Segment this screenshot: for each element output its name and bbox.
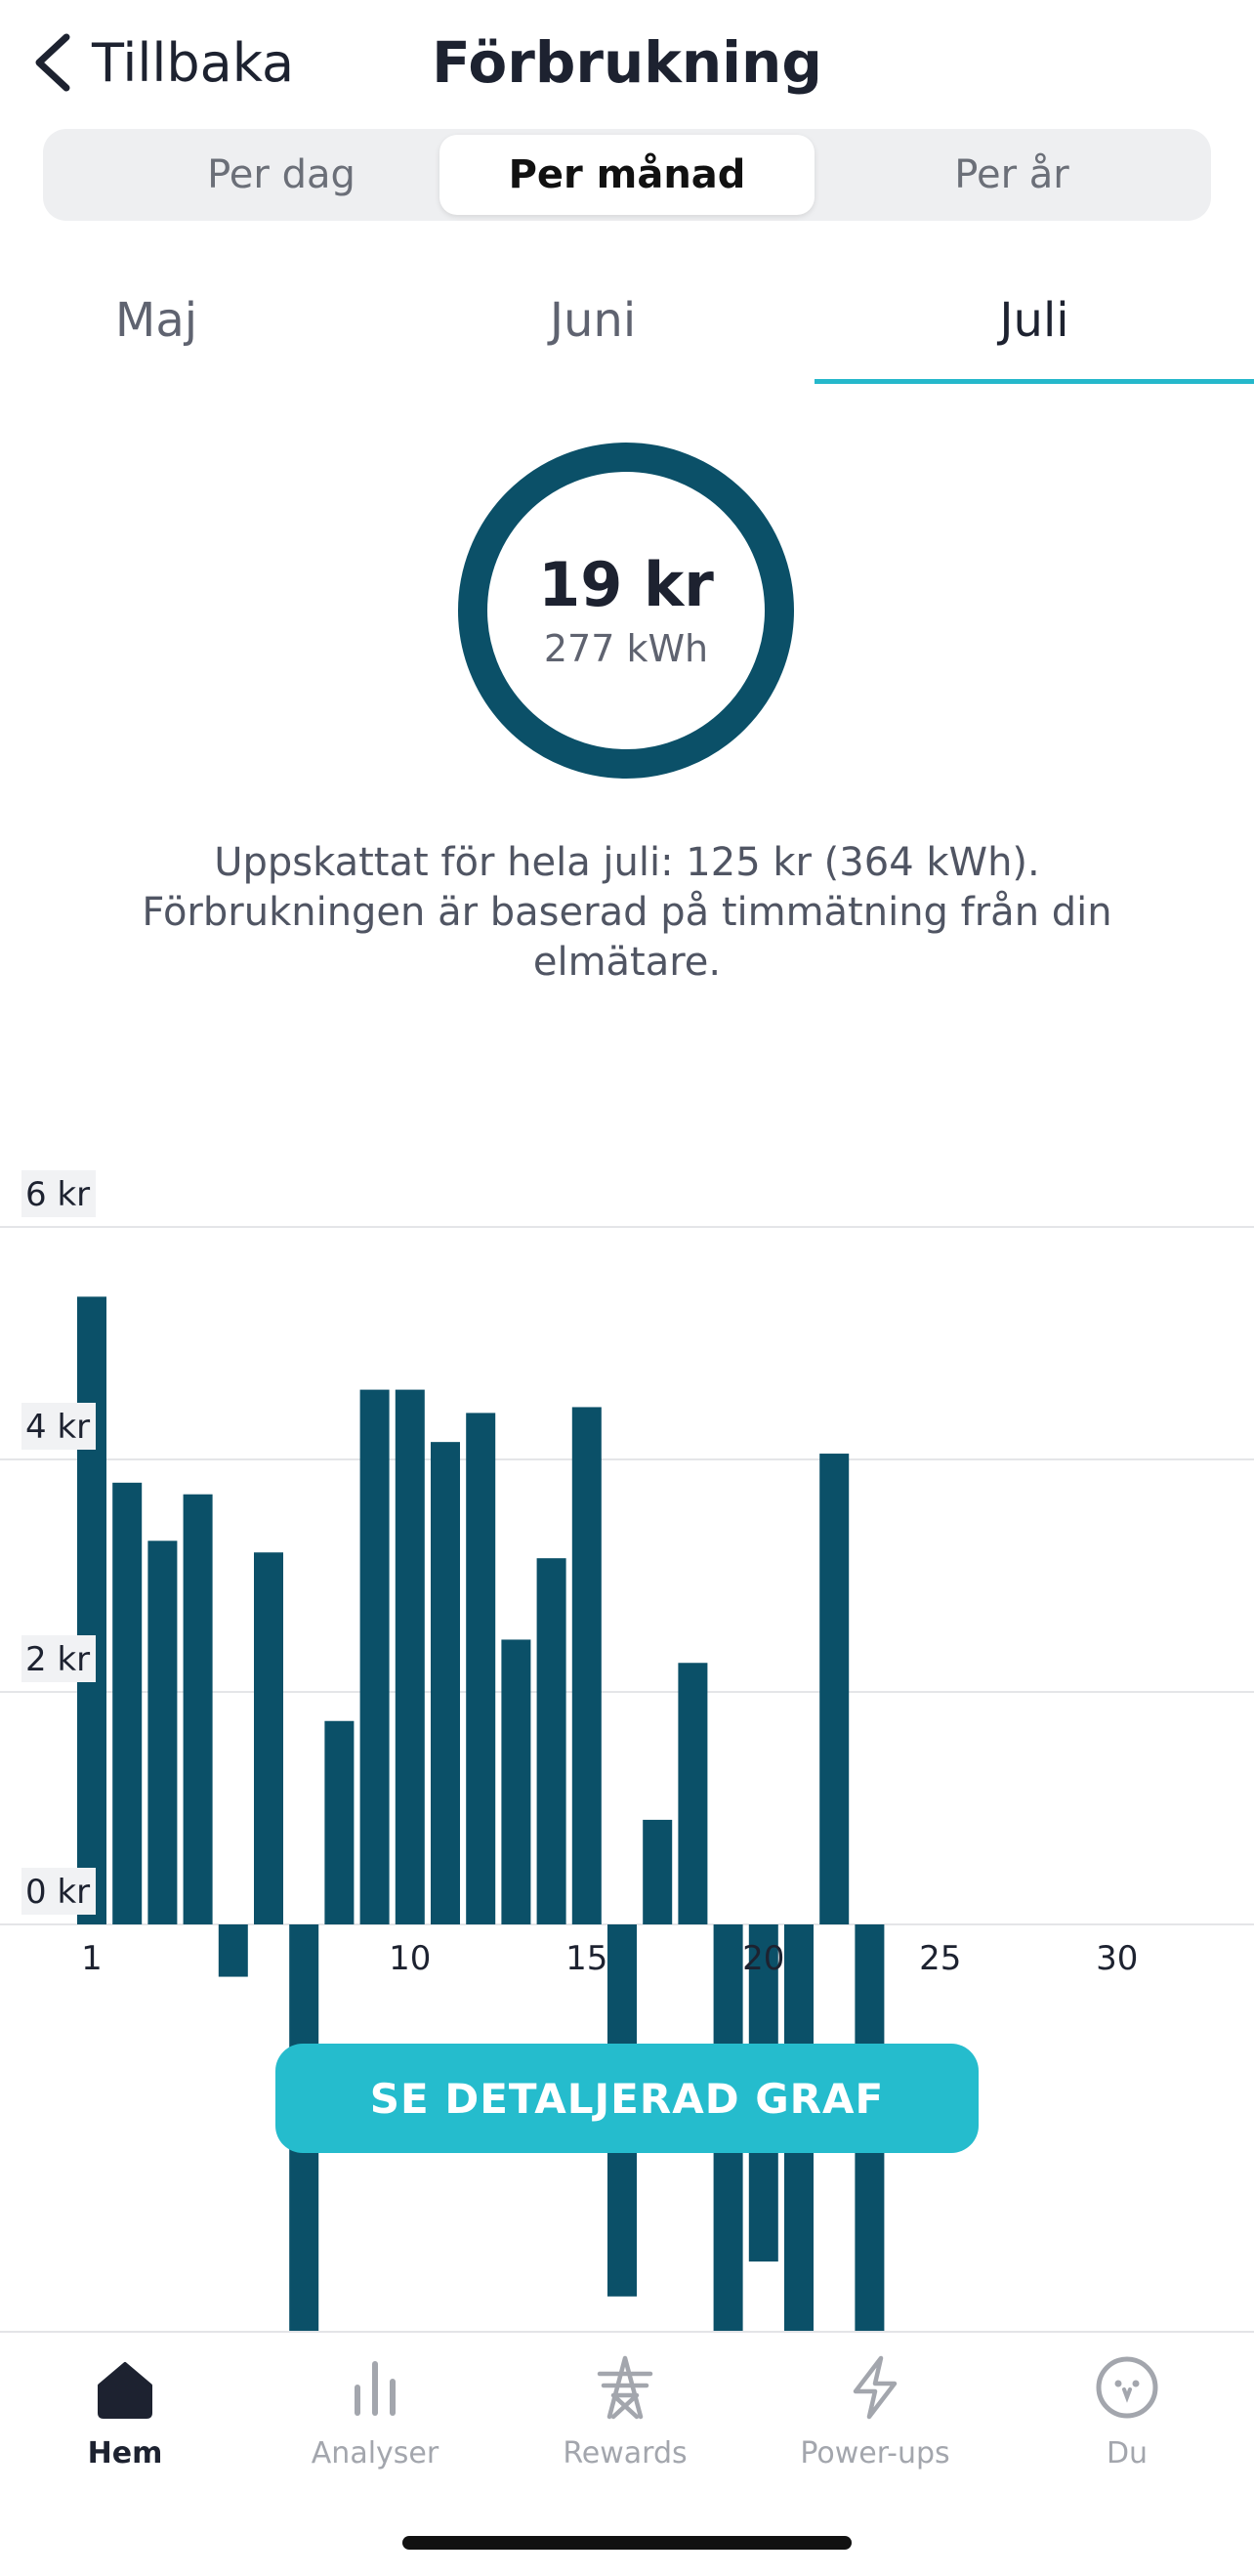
home-indicator bbox=[402, 2536, 852, 2550]
bar-chart-icon bbox=[355, 2361, 396, 2416]
bar-day-5[interactable] bbox=[218, 1924, 248, 1977]
segment-per-ar[interactable]: Per år bbox=[954, 152, 1069, 197]
y-tick-label: 2 kr bbox=[25, 1640, 90, 1679]
summary-ring: 19 kr 277 kWh bbox=[457, 442, 795, 780]
lightning-icon bbox=[853, 2355, 898, 2420]
bar-day-18[interactable] bbox=[678, 1663, 708, 1924]
total-amount: 19 kr bbox=[538, 549, 714, 620]
consumption-chart: 0 kr 2 kr 4 kr 6 kr 1 10 15 20 25 30 bbox=[0, 1153, 1254, 2335]
y-tick-label: 6 kr bbox=[25, 1175, 90, 1214]
bar-day-10[interactable] bbox=[395, 1389, 425, 1924]
bar-day-22[interactable] bbox=[819, 1454, 850, 1924]
chart-svg: 0 kr 2 kr 4 kr 6 kr 1 10 15 20 25 30 bbox=[0, 1170, 1254, 2332]
bar-day-8[interactable] bbox=[324, 1720, 355, 1924]
y-tick-bg bbox=[21, 1635, 96, 1682]
period-segmented-control: Per dag Per månad Per år bbox=[43, 129, 1211, 221]
bar-day-12[interactable] bbox=[466, 1413, 496, 1924]
nav-rewards[interactable]: Rewards bbox=[518, 2352, 732, 2499]
nav-label-analyser: Analyser bbox=[311, 2436, 439, 2470]
bar-day-13[interactable] bbox=[501, 1639, 531, 1924]
y-tick-bg bbox=[21, 1170, 96, 1217]
estimate-text: Uppskattat för hela juli: 125 kr (364 kW… bbox=[142, 840, 1112, 985]
x-tick-label: 10 bbox=[389, 1939, 431, 1978]
back-button[interactable]: Tillbaka bbox=[31, 27, 294, 98]
tab-juni[interactable]: Juni bbox=[549, 293, 637, 348]
bar-day-3[interactable] bbox=[147, 1541, 178, 1924]
detailed-graph-button[interactable]: SE DETALJERAD GRAF bbox=[275, 2044, 979, 2153]
bar-day-14[interactable] bbox=[536, 1558, 566, 1924]
segment-per-manad[interactable]: Per månad bbox=[439, 135, 815, 215]
bar-day-2[interactable] bbox=[112, 1482, 143, 1924]
nav-du[interactable]: Du bbox=[1020, 2352, 1234, 2499]
bottom-navigation: Hem Analyser Rewards Power-ups bbox=[0, 2331, 1254, 2576]
bar-day-1[interactable] bbox=[77, 1296, 106, 1924]
y-tick-bg bbox=[21, 1868, 96, 1915]
tab-juli[interactable]: Juli bbox=[999, 293, 1069, 348]
active-tab-indicator bbox=[815, 379, 1254, 384]
bar-day-15[interactable] bbox=[571, 1407, 602, 1924]
nav-analyser[interactable]: Analyser bbox=[268, 2352, 482, 2499]
profile-face-icon bbox=[1096, 2356, 1158, 2419]
x-tick-label: 30 bbox=[1096, 1939, 1138, 1978]
ring-graphic bbox=[458, 443, 794, 779]
x-tick-label: 20 bbox=[742, 1939, 784, 1978]
nav-hem[interactable]: Hem bbox=[18, 2352, 232, 2499]
bar-day-6[interactable] bbox=[254, 1552, 283, 1924]
nav-label-rewards: Rewards bbox=[563, 2436, 688, 2470]
header: Tillbaka Förbrukning bbox=[0, 0, 1254, 127]
nav-power-ups[interactable]: Power-ups bbox=[768, 2352, 982, 2499]
power-tower-icon bbox=[597, 2355, 653, 2420]
nav-label-hem: Hem bbox=[87, 2436, 163, 2470]
y-tick-label: 4 kr bbox=[25, 1408, 90, 1447]
page-title: Förbrukning bbox=[432, 29, 822, 96]
bar-day-9[interactable] bbox=[359, 1389, 390, 1924]
bar-day-17[interactable] bbox=[643, 1819, 673, 1924]
home-icon bbox=[98, 2362, 152, 2419]
month-tabs: Maj Juni Juli bbox=[0, 274, 1254, 385]
x-tick-label: 1 bbox=[81, 1939, 103, 1978]
nav-label-power-ups: Power-ups bbox=[800, 2436, 950, 2470]
x-tick-label: 25 bbox=[919, 1939, 961, 1978]
total-energy: 277 kWh bbox=[543, 627, 709, 670]
segment-per-dag[interactable]: Per dag bbox=[207, 152, 355, 197]
chevron-left-icon bbox=[35, 33, 70, 92]
y-tick-label: 0 kr bbox=[25, 1873, 90, 1912]
bar-day-4[interactable] bbox=[183, 1494, 213, 1924]
nav-label-du: Du bbox=[1106, 2436, 1149, 2470]
x-tick-label: 15 bbox=[565, 1939, 607, 1978]
bar-day-11[interactable] bbox=[431, 1442, 460, 1924]
y-tick-bg bbox=[21, 1403, 96, 1450]
back-label: Tillbaka bbox=[92, 31, 295, 94]
tab-maj[interactable]: Maj bbox=[114, 293, 198, 348]
